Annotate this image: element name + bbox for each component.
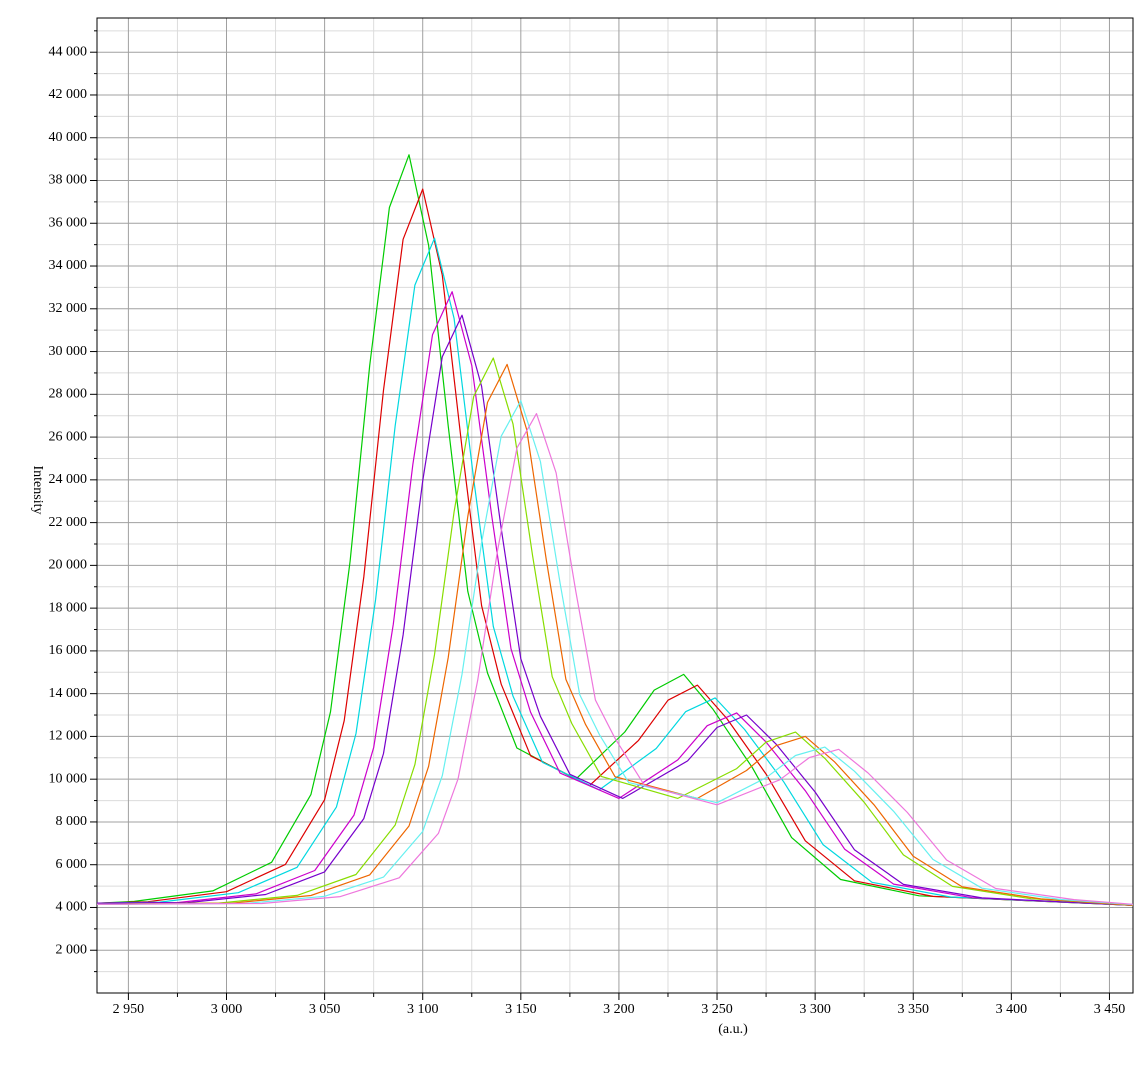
series-line xyxy=(96,413,1134,905)
y-tick-label: 6 000 xyxy=(56,857,88,872)
x-tick-label: 3 400 xyxy=(996,1002,1028,1017)
y-tick-label: 22 000 xyxy=(49,515,88,530)
y-tick-label: 8 000 xyxy=(56,814,88,829)
x-tick-label: 3 150 xyxy=(505,1002,537,1017)
series-line xyxy=(96,291,1134,906)
x-tick-label: 3 450 xyxy=(1094,1002,1126,1017)
y-tick-label: 42 000 xyxy=(49,87,88,102)
series-line xyxy=(96,363,1134,906)
y-axis-label: Intensity xyxy=(30,466,45,515)
series-line xyxy=(96,154,1134,906)
x-tick-label: 3 050 xyxy=(309,1002,341,1017)
series-line xyxy=(96,314,1134,906)
x-tick-label: 3 350 xyxy=(897,1002,929,1017)
y-tick-label: 26 000 xyxy=(49,429,88,444)
y-tick-label: 40 000 xyxy=(49,130,88,145)
y-tick-label: 18 000 xyxy=(49,600,88,615)
y-tick-label: 28 000 xyxy=(49,387,88,402)
y-tick-label: 14 000 xyxy=(49,686,88,701)
series-line xyxy=(96,188,1134,906)
x-tick-label: 2 950 xyxy=(113,1002,145,1017)
y-tick-label: 36 000 xyxy=(49,215,88,230)
x-tick-label: 3 250 xyxy=(701,1002,733,1017)
series-line xyxy=(96,237,1134,906)
x-tick-label: 3 100 xyxy=(407,1002,439,1017)
series-line xyxy=(96,357,1134,906)
x-tick-label: 3 000 xyxy=(211,1002,243,1017)
y-tick-label: 12 000 xyxy=(49,729,88,744)
x-tick-label: 3 300 xyxy=(799,1002,831,1017)
y-tick-label: 34 000 xyxy=(49,258,88,273)
y-tick-label: 4 000 xyxy=(56,900,88,915)
series-line xyxy=(96,400,1134,906)
x-tick-label: 3 200 xyxy=(603,1002,635,1017)
y-tick-label: 16 000 xyxy=(49,643,88,658)
y-tick-label: 32 000 xyxy=(49,301,88,316)
x-axis-label: (a.u.) xyxy=(718,1022,748,1037)
y-tick-label: 30 000 xyxy=(49,344,88,359)
y-tick-label: 24 000 xyxy=(49,472,88,487)
y-tick-label: 20 000 xyxy=(49,558,88,573)
y-tick-label: 38 000 xyxy=(49,173,88,188)
y-tick-label: 10 000 xyxy=(49,771,88,786)
plot-frame xyxy=(96,17,1134,994)
y-tick-label: 44 000 xyxy=(49,44,88,59)
y-tick-label: 2 000 xyxy=(56,942,88,957)
